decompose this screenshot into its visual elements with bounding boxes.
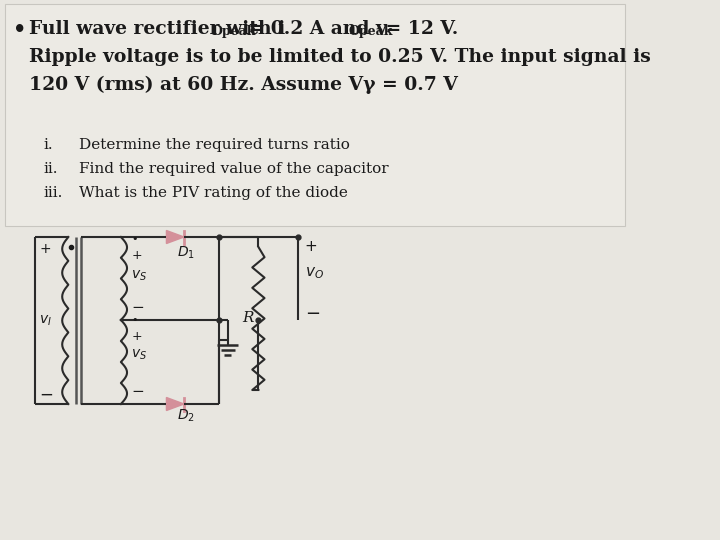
Text: Determine the required turns ratio: Determine the required turns ratio <box>78 138 350 152</box>
Text: 120 V (rms) at 60 Hz. Assume Vγ = 0.7 V: 120 V (rms) at 60 Hz. Assume Vγ = 0.7 V <box>29 76 458 94</box>
Text: R: R <box>243 312 254 326</box>
Text: $D_2$: $D_2$ <box>177 408 195 424</box>
Text: −: − <box>40 386 53 404</box>
Text: Find the required value of the capacitor: Find the required value of the capacitor <box>78 162 389 176</box>
Text: Full wave rectifier with i: Full wave rectifier with i <box>29 20 285 38</box>
Text: $v_S$: $v_S$ <box>131 348 148 362</box>
Text: Opeak: Opeak <box>348 25 393 38</box>
Text: $v_O$: $v_O$ <box>305 266 324 281</box>
Text: $v_S$: $v_S$ <box>131 269 148 284</box>
Text: −: − <box>305 305 320 323</box>
Text: = 0.2 A and v: = 0.2 A and v <box>242 20 387 38</box>
Text: +: + <box>131 249 142 262</box>
Text: •: • <box>131 234 138 244</box>
Text: •: • <box>131 315 138 325</box>
Text: = 12 V.: = 12 V. <box>379 20 459 38</box>
Text: +: + <box>131 330 142 343</box>
Text: iii.: iii. <box>44 186 63 200</box>
Text: +: + <box>305 239 318 254</box>
FancyBboxPatch shape <box>5 4 626 226</box>
Text: •: • <box>13 20 27 40</box>
Text: What is the PIV rating of the diode: What is the PIV rating of the diode <box>78 186 348 200</box>
Polygon shape <box>166 231 184 244</box>
Text: ii.: ii. <box>44 162 58 176</box>
Text: +: + <box>40 242 51 256</box>
Text: i.: i. <box>44 138 53 152</box>
Text: Ripple voltage is to be limited to 0.25 V. The input signal is: Ripple voltage is to be limited to 0.25 … <box>29 48 651 66</box>
Text: −: − <box>131 384 144 399</box>
Text: Dpeak: Dpeak <box>211 25 256 38</box>
Text: $D_1$: $D_1$ <box>177 245 195 261</box>
Text: $v_I$: $v_I$ <box>40 313 53 328</box>
Polygon shape <box>166 397 184 410</box>
Text: −: − <box>131 300 144 315</box>
